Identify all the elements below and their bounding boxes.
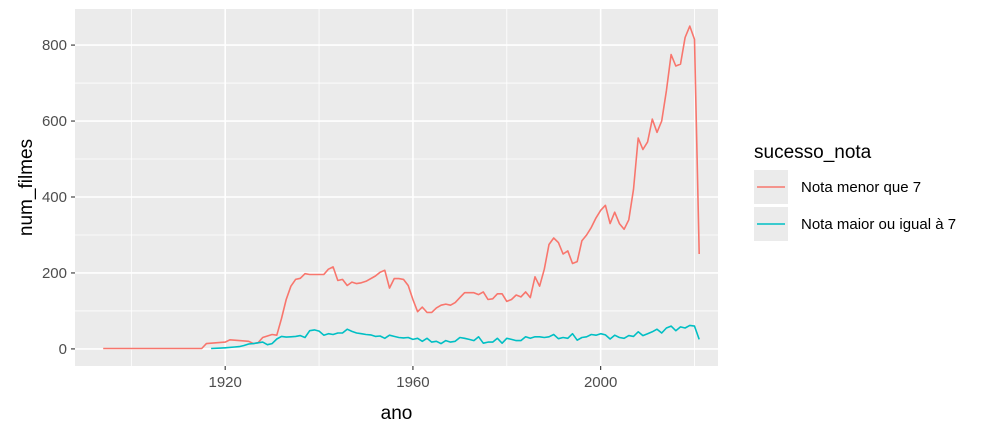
x-axis: 1920 1960 2000 [209,366,617,391]
plot-panel [75,9,718,366]
legend: sucesso_nota Nota menor que 7 Nota maior … [754,142,956,241]
x-tick-label: 2000 [584,374,617,391]
y-axis-title: num_filmes [16,139,37,236]
series-line-1 [103,25,700,350]
y-tick-label: 200 [42,265,67,282]
y-tick-label: 400 [42,189,67,206]
series-line-2 [211,324,700,350]
legend-items: Nota menor que 7 Nota maior ou igual à 7 [754,170,956,241]
y-axis: 0 200 400 600 800 [42,37,75,358]
x-tick-label: 1960 [396,374,429,391]
x-tick-label: 1920 [209,374,242,391]
grid-major [75,9,718,366]
y-tick-label: 600 [42,113,67,130]
y-tick-label: 800 [42,37,67,54]
series-lines [103,25,700,350]
y-tick-label: 0 [59,341,67,358]
legend-label-1: Nota menor que 7 [801,179,921,196]
legend-label-2: Nota maior ou igual à 7 [801,216,956,233]
grid-minor [75,9,718,366]
legend-title: sucesso_nota [754,142,872,163]
x-axis-title: ano [381,403,413,424]
